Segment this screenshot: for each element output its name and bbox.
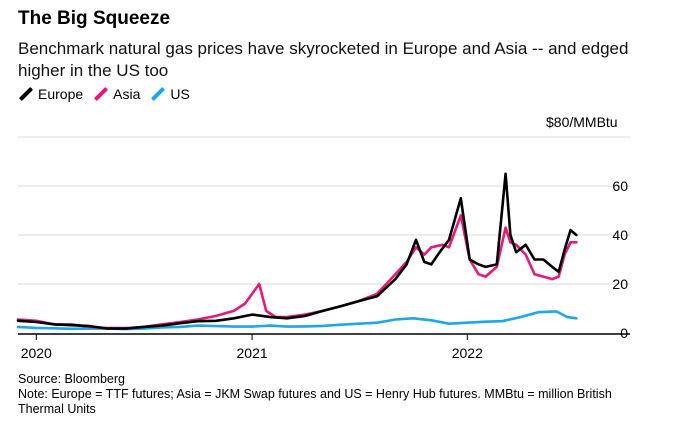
legend: Europe Asia US bbox=[18, 86, 190, 102]
series-line-europe bbox=[16, 172, 578, 330]
x-tick-label-2021: 2021 bbox=[237, 345, 268, 361]
legend-item-asia: Asia bbox=[93, 86, 140, 102]
y-tick-label-20: 20 bbox=[612, 276, 628, 292]
y-axis-unit-label: $80/MMBtu bbox=[546, 114, 618, 130]
footer: Source: Bloomberg Note: Europe = TTF fut… bbox=[18, 372, 638, 417]
legend-item-europe: Europe bbox=[18, 86, 83, 102]
x-tick-label-2020: 2020 bbox=[21, 345, 52, 361]
legend-label-us: US bbox=[170, 86, 190, 102]
legend-label-asia: Asia bbox=[113, 86, 141, 102]
chart-title: The Big Squeeze bbox=[18, 8, 171, 29]
chart-subtitle: Benchmark natural gas prices have skyroc… bbox=[18, 39, 629, 80]
legend-label-europe: Europe bbox=[38, 86, 84, 102]
legend-item-us: US bbox=[150, 86, 190, 102]
y-tick-label-60: 60 bbox=[612, 178, 628, 194]
definitions-note: Note: Europe = TTF futures; Asia = JKM S… bbox=[18, 387, 612, 416]
y-tick-label-0: 0 bbox=[620, 325, 628, 341]
source-note: Source: Bloomberg bbox=[18, 372, 126, 386]
series-line-asia bbox=[16, 214, 578, 330]
y-tick-label-40: 40 bbox=[612, 227, 628, 243]
x-tick-label-2022: 2022 bbox=[452, 345, 483, 361]
